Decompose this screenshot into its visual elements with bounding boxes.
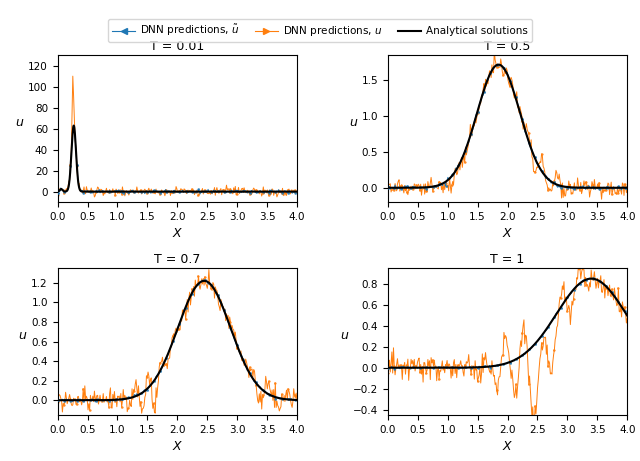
Y-axis label: $u$: $u$ [349,116,358,129]
Title: T = 1: T = 1 [490,253,525,266]
Title: T = 0.7: T = 0.7 [154,253,200,266]
X-axis label: $X$: $X$ [502,227,513,240]
Y-axis label: $u$: $u$ [15,116,24,129]
X-axis label: $X$: $X$ [502,440,513,453]
Title: T = 0.5: T = 0.5 [484,40,531,53]
Legend: DNN predictions, $\tilde{u}$, DNN predictions, $u$, Analytical solutions: DNN predictions, $\tilde{u}$, DNN predic… [108,19,532,42]
Y-axis label: $u$: $u$ [340,329,349,342]
Y-axis label: $u$: $u$ [18,329,28,342]
X-axis label: $X$: $X$ [172,227,183,240]
X-axis label: $X$: $X$ [172,440,183,453]
Title: T = 0.01: T = 0.01 [150,40,204,53]
